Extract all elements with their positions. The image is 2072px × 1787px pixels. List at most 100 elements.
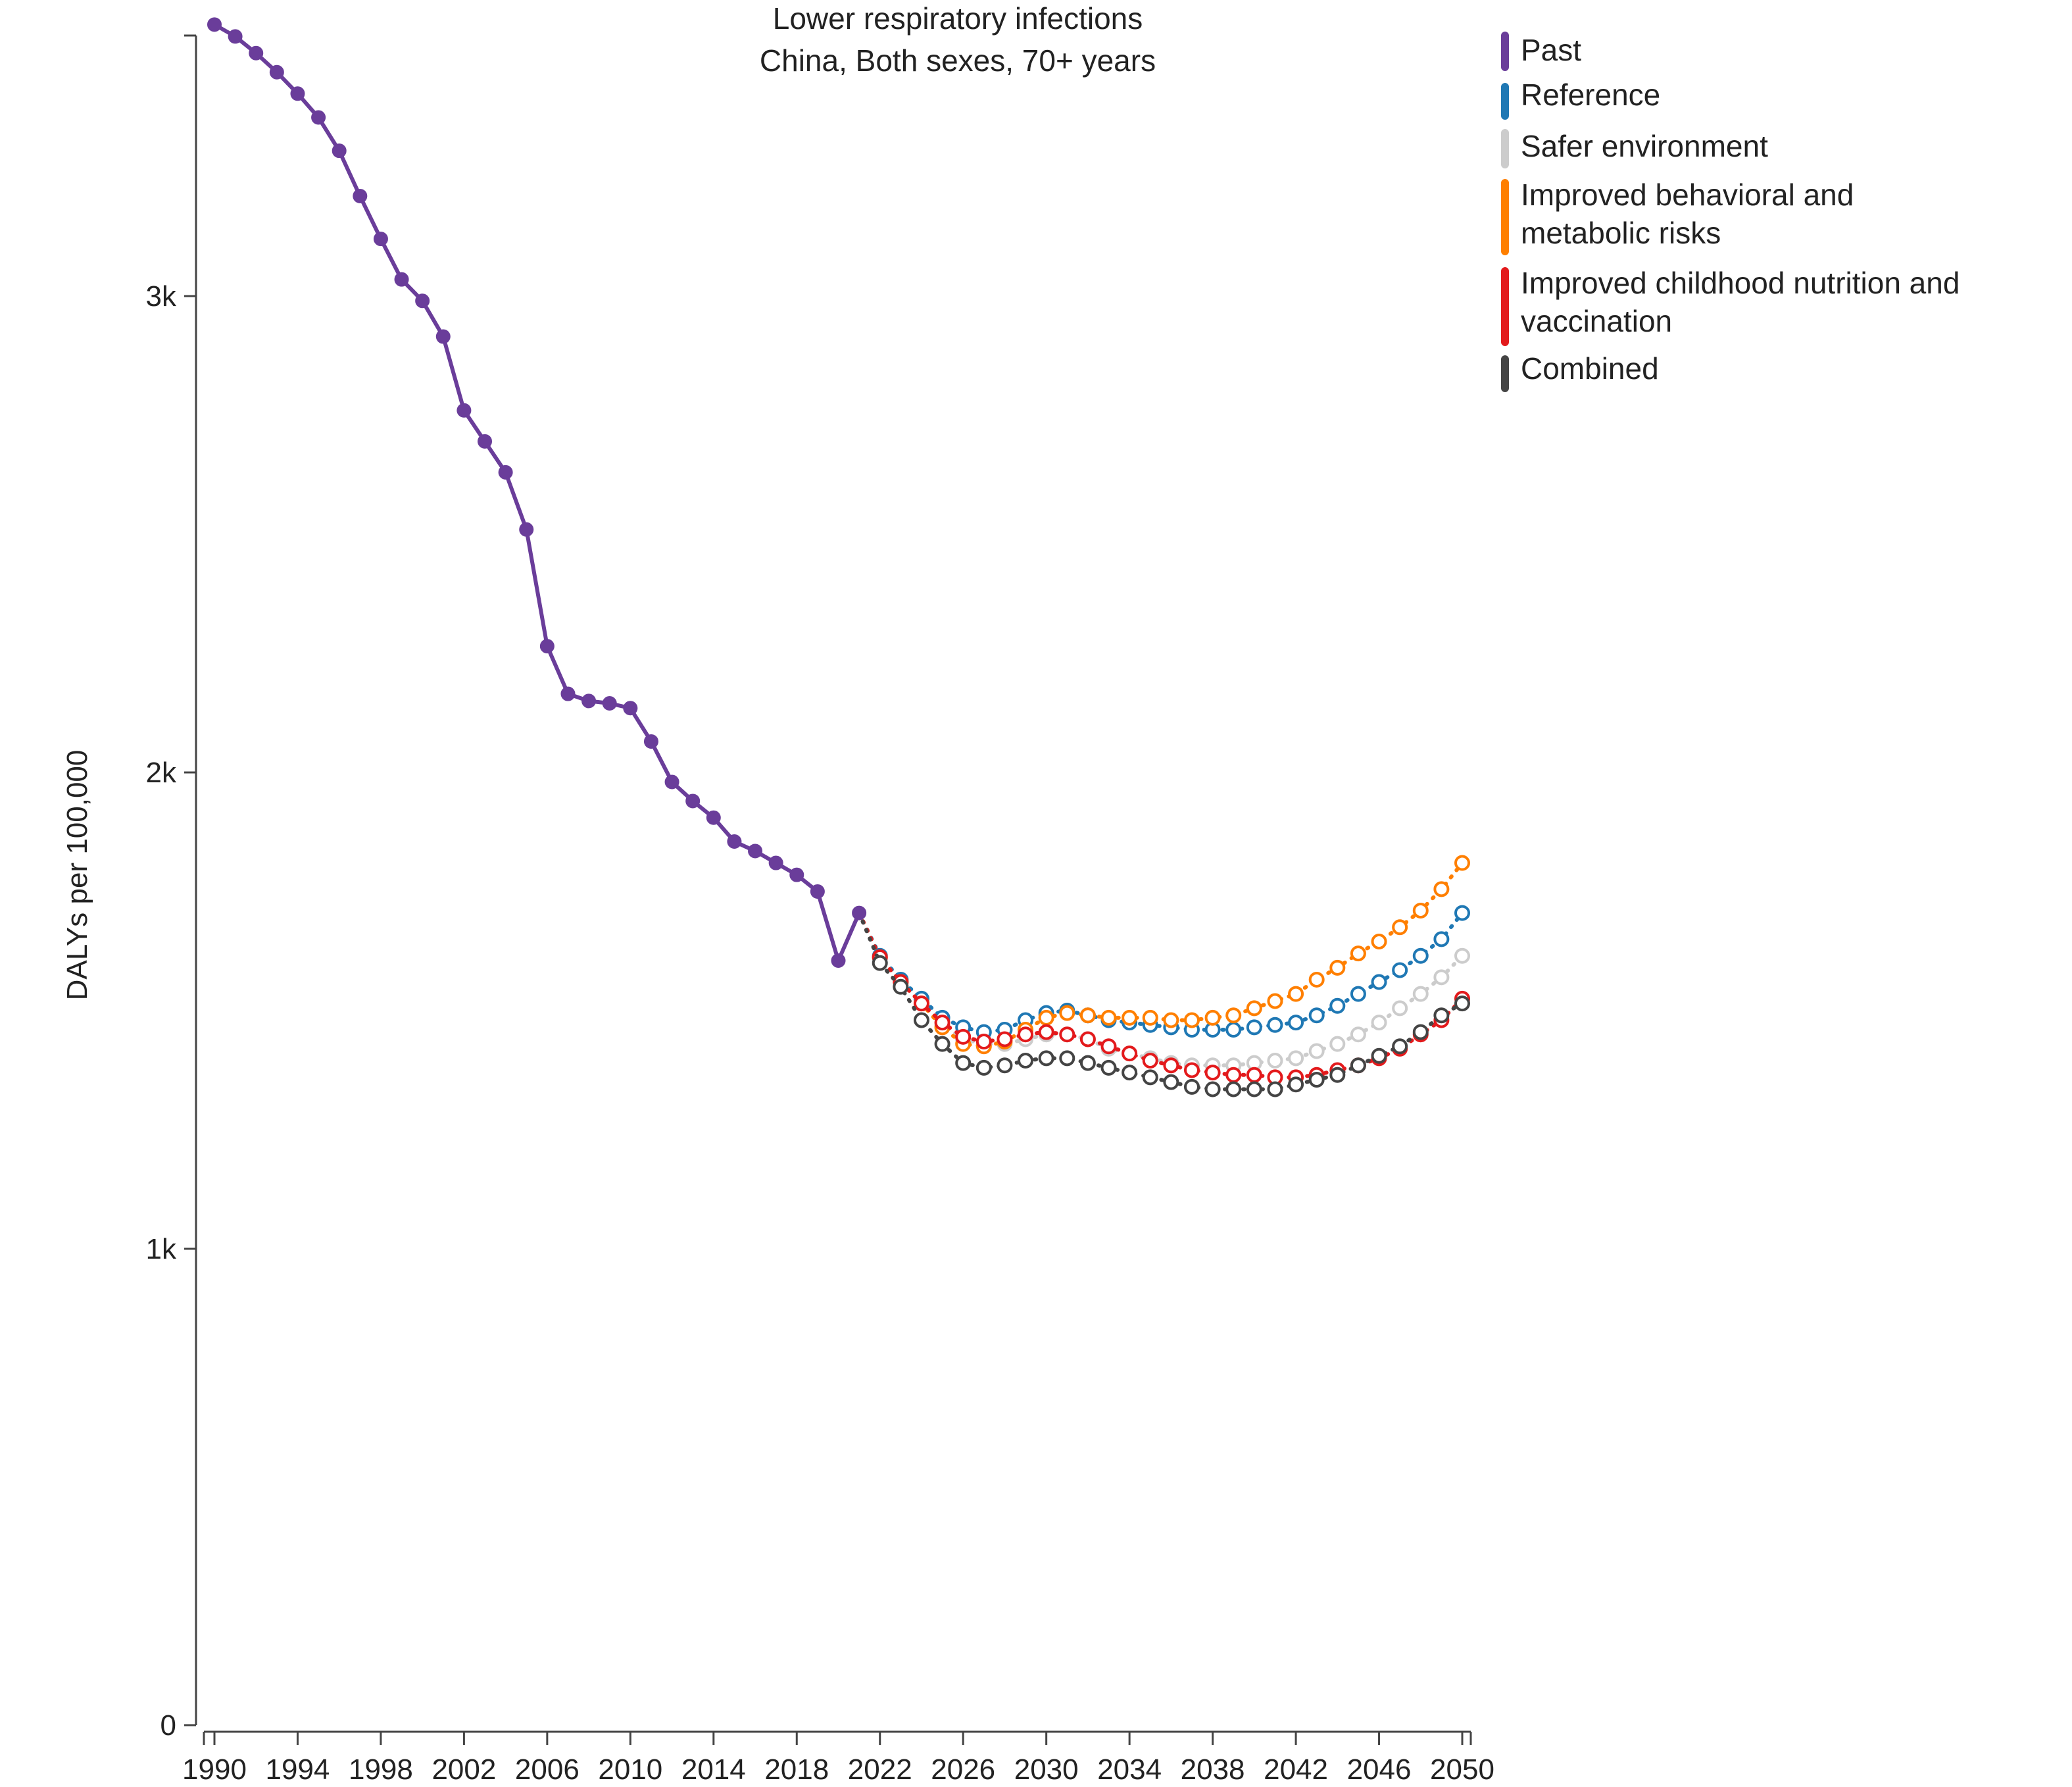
data-point[interactable] [852,905,867,920]
data-point[interactable] [1350,986,1366,1002]
data-point[interactable] [1454,947,1470,964]
data-point[interactable] [1038,1050,1054,1067]
data-point[interactable] [1204,1065,1221,1081]
data-point[interactable] [1454,905,1470,921]
data-point[interactable] [1392,1038,1408,1055]
data-point[interactable] [1454,855,1470,871]
data-point[interactable] [913,1012,929,1028]
data-point[interactable] [685,793,701,809]
data-point[interactable] [1038,1009,1054,1026]
data-point[interactable] [1122,1065,1138,1081]
data-point[interactable] [1288,1015,1304,1031]
data-point[interactable] [664,774,679,790]
data-point[interactable] [1412,986,1429,1002]
data-point[interactable] [1371,934,1387,950]
data-point[interactable] [1059,1026,1075,1043]
data-point[interactable] [975,1059,992,1076]
data-point[interactable] [311,110,326,125]
data-point[interactable] [1308,971,1325,988]
data-point[interactable] [332,143,347,159]
data-point[interactable] [789,867,804,882]
data-point[interactable] [228,29,243,44]
data-point[interactable] [810,884,825,899]
data-point[interactable] [1350,945,1366,962]
data-point[interactable] [997,1031,1013,1047]
data-point[interactable] [1288,1076,1304,1093]
data-point[interactable] [1122,1045,1138,1062]
data-point[interactable] [1267,1053,1283,1069]
data-point[interactable] [1204,1081,1221,1097]
data-point[interactable] [519,522,534,537]
data-point[interactable] [1100,1038,1117,1055]
data-point[interactable] [1412,1024,1429,1040]
data-point[interactable] [1122,1009,1138,1026]
data-point[interactable] [831,953,846,968]
data-point[interactable] [1392,962,1408,978]
data-point[interactable] [1163,1057,1179,1074]
legend-item[interactable]: Improved childhood nutrition and vaccinat… [1501,266,1960,346]
data-point[interactable] [1225,1081,1242,1097]
data-point[interactable] [934,1036,950,1052]
data-point[interactable] [1329,959,1346,976]
data-point[interactable] [435,329,451,344]
data-point[interactable] [1454,995,1470,1012]
data-point[interactable] [1225,1021,1242,1038]
data-point[interactable] [1392,919,1408,936]
data-point[interactable] [1371,1047,1387,1064]
data-point[interactable] [1225,1067,1242,1083]
data-point[interactable] [1100,1059,1117,1076]
data-point[interactable] [1204,1009,1221,1026]
data-point[interactable] [913,995,929,1012]
data-point[interactable] [1433,931,1450,947]
data-point[interactable] [1142,1053,1158,1069]
data-point[interactable] [249,45,264,61]
data-point[interactable] [623,701,638,716]
data-point[interactable] [955,1055,972,1071]
data-point[interactable] [353,188,368,203]
data-point[interactable] [1018,1026,1034,1043]
data-point[interactable] [1433,969,1450,986]
data-point[interactable] [1246,1019,1262,1036]
data-point[interactable] [1329,1036,1346,1052]
data-point[interactable] [1246,1081,1262,1097]
legend-item[interactable]: Past [1501,32,1581,71]
data-point[interactable] [1225,1007,1242,1024]
data-point[interactable] [1246,1000,1262,1017]
data-point[interactable] [415,293,430,309]
data-point[interactable] [1308,1007,1325,1024]
data-point[interactable] [373,232,388,247]
data-point[interactable] [1288,986,1304,1002]
data-point[interactable] [1059,1050,1075,1067]
data-point[interactable] [1183,1078,1200,1095]
data-point[interactable] [1142,1069,1158,1086]
data-point[interactable] [456,403,472,418]
data-point[interactable] [269,64,284,80]
data-point[interactable] [1308,1071,1325,1088]
data-point[interactable] [1350,1057,1366,1074]
data-point[interactable] [602,696,617,711]
data-point[interactable] [934,1015,950,1031]
data-point[interactable] [872,955,888,971]
data-point[interactable] [1350,1026,1366,1043]
data-point[interactable] [1433,1007,1450,1024]
data-point[interactable] [207,17,222,32]
data-point[interactable] [1329,997,1346,1014]
data-point[interactable] [1412,902,1429,919]
data-point[interactable] [1183,1062,1200,1078]
data-point[interactable] [893,978,909,995]
data-point[interactable] [1288,1050,1304,1067]
data-point[interactable] [560,686,576,701]
data-point[interactable] [498,465,513,480]
data-point[interactable] [581,693,597,709]
data-point[interactable] [727,834,742,849]
data-point[interactable] [748,843,763,859]
legend[interactable]: Past Reference Safer environment Improved b… [1501,32,1960,392]
data-point[interactable] [394,272,409,287]
data-point[interactable] [1079,1055,1096,1071]
legend-item[interactable]: Reference [1501,78,1660,120]
data-point[interactable] [768,855,783,870]
legend-item[interactable]: Improved behavioral and metabolic risks [1501,178,1854,255]
data-point[interactable] [1246,1067,1262,1083]
data-point[interactable] [706,810,721,825]
data-point[interactable] [1038,1024,1054,1040]
